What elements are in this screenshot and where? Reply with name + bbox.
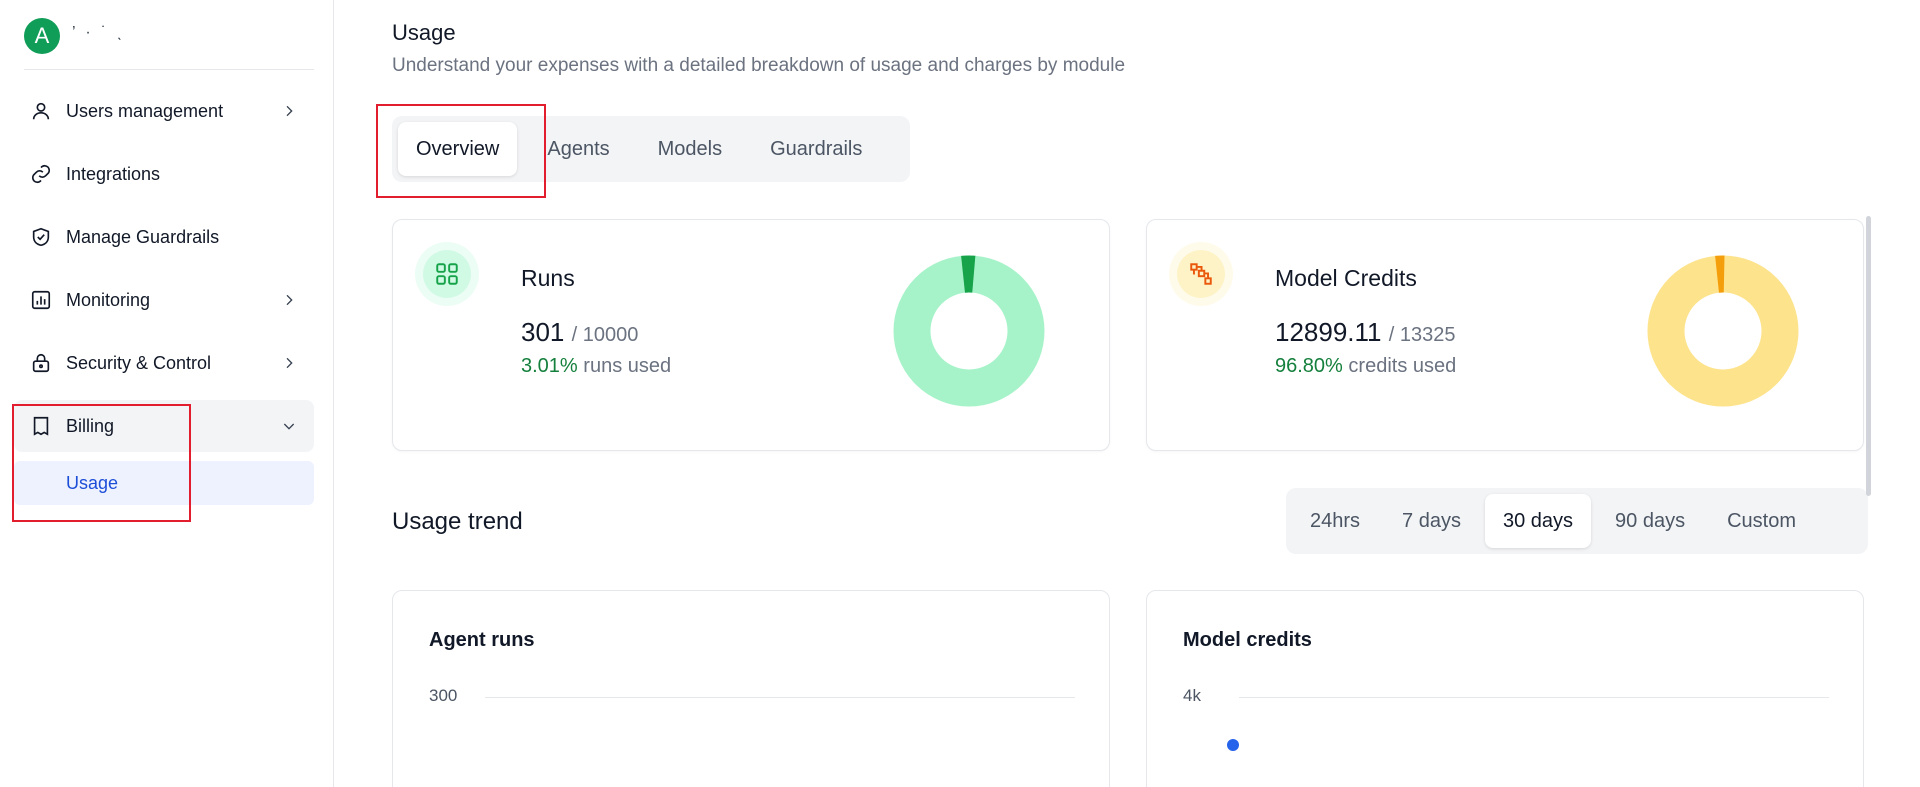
sidebar-item-integrations[interactable]: Integrations [14,148,314,200]
range-custom[interactable]: Custom [1727,509,1796,532]
agent-runs-title: Agent runs [429,629,535,651]
runs-value-line: 301 / 10000 [521,317,638,348]
sidebar: A ’ · ˙ ˎ Users management Integrations … [0,0,334,787]
chevron-right-icon [280,291,298,309]
range-24hrs[interactable]: 24hrs [1310,509,1361,532]
user-icon [30,100,52,122]
runs-donut-chart [893,255,1045,407]
data-point[interactable] [1227,739,1239,751]
runs-value: 301 [521,317,565,347]
range-90-days[interactable]: 90 days [1615,509,1686,532]
credits-donut-chart [1647,255,1799,407]
shield-check-icon [30,226,52,248]
tab-overview[interactable]: Overview [398,122,518,176]
model-credits-chart-card: Model credits 4k [1146,590,1864,787]
range-selector: 24hrs 7 days 30 days 90 days Custom [1286,488,1868,554]
usage-trend-title: Usage trend [392,508,523,535]
agent-runs-y-tick: 300 [429,686,458,705]
tab-guardrails[interactable]: Guardrails [770,137,863,160]
avatar[interactable]: A [24,18,60,54]
sidebar-item-label: Billing [66,415,115,436]
model-credits-y-tick: 4k [1183,686,1201,705]
range-30-days[interactable]: 30 days [1484,494,1592,548]
chevron-right-icon [280,354,298,372]
runs-title: Runs [521,265,575,291]
model-credits-card: Model Credits 12899.11 / 13325 96.80% cr… [1146,219,1864,451]
sidebar-item-monitoring[interactable]: Monitoring [14,274,314,326]
runs-percent: 3.01% [521,355,578,377]
model-credits-gridline [1239,697,1829,698]
credits-percent-label: credits used [1348,355,1457,377]
tab-agents[interactable]: Agents [547,137,610,160]
sidebar-item-users-management[interactable]: Users management [14,85,314,137]
tab-bar: Overview Agents Models Guardrails [392,116,910,182]
sidebar-subitem-usage[interactable]: Usage [14,461,314,505]
credits-percent: 96.80% [1275,355,1343,377]
link-icon [30,163,52,185]
runs-total: / 10000 [571,324,639,346]
runs-percent-label: runs used [583,355,672,377]
agent-runs-chart-card: Agent runs 300 [392,590,1110,787]
agent-runs-gridline [485,697,1075,698]
sidebar-nav: Users management Integrations Manage Gua… [14,85,314,463]
chevron-right-icon [280,102,298,120]
runs-percent-line: 3.01% runs used [521,355,671,378]
chevron-down-icon [280,417,298,435]
runs-card: Runs 301 / 10000 3.01% runs used [392,219,1110,451]
credits-total: / 13325 [1388,324,1456,346]
page-title: Usage [392,20,456,45]
lock-icon [30,352,52,374]
workspace-name: ’ · ˙ ˎ [72,24,126,41]
credits-percent-line: 96.80% credits used [1275,355,1456,378]
sidebar-item-label: Integrations [66,163,161,184]
credits-title: Model Credits [1275,265,1417,291]
runs-badge [415,242,479,306]
credits-value: 12899.11 [1275,317,1382,347]
sidebar-item-label: Users management [66,100,224,121]
scrollbar[interactable] [1866,216,1871,496]
sidebar-item-label: Security & Control [66,352,212,373]
grid-icon [423,250,471,298]
workspace-header[interactable]: A ’ · ˙ ˎ [24,18,314,70]
model-credits-chart-title: Model credits [1183,629,1312,651]
receipt-icon [30,415,52,437]
credits-badge [1169,242,1233,306]
sidebar-item-security-control[interactable]: Security & Control [14,337,314,389]
credits-value-line: 12899.11 / 13325 [1275,317,1455,348]
range-7-days[interactable]: 7 days [1402,509,1461,532]
sidebar-item-label: Monitoring [66,289,151,310]
bar-chart-icon [30,289,52,311]
sidebar-item-billing[interactable]: Billing [14,400,314,452]
tab-models[interactable]: Models [657,137,723,160]
main-content: Usage Understand your expenses with a de… [376,0,1872,787]
sidebar-item-label: Manage Guardrails [66,226,220,247]
page-subtitle: Understand your expenses with a detailed… [392,55,1126,76]
sidebar-item-manage-guardrails[interactable]: Manage Guardrails [14,211,314,263]
model-flow-icon [1177,250,1225,298]
